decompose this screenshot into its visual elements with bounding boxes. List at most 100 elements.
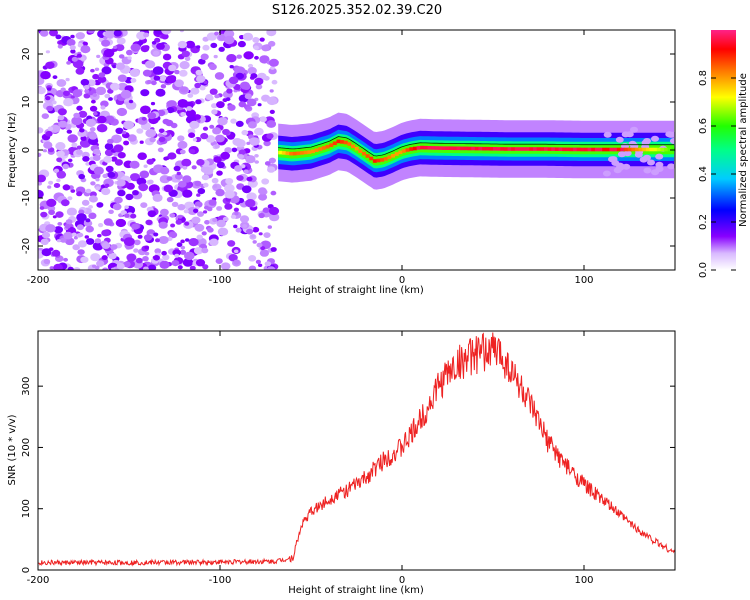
noise-blob — [67, 134, 78, 143]
noise-blob — [127, 134, 137, 142]
noise-blob — [252, 240, 257, 244]
signal-halo — [630, 126, 638, 133]
noise-blob — [72, 89, 83, 98]
noise-blob — [196, 234, 203, 240]
noise-blob — [194, 223, 205, 232]
signal-core — [354, 146, 359, 151]
noise-blob — [75, 67, 85, 75]
y-tick-label: 0 — [21, 567, 32, 573]
noise-blob — [143, 164, 148, 168]
noise-blob — [55, 90, 65, 98]
noise-blob — [161, 33, 169, 40]
noise-blob — [96, 202, 104, 208]
noise-blob — [217, 227, 229, 236]
y-tick-label: -10 — [21, 190, 32, 206]
noise-blob — [102, 267, 109, 270]
noise-blob — [224, 203, 233, 210]
noise-blob — [63, 231, 73, 240]
noise-blob — [166, 107, 175, 114]
noise-blob — [151, 40, 157, 45]
noise-blob — [177, 99, 189, 108]
noise-blob — [185, 238, 190, 242]
noise-blob — [111, 267, 115, 270]
signal-core — [533, 147, 537, 151]
noise-blob — [267, 166, 276, 173]
noise-blob — [253, 45, 259, 50]
noise-blob — [209, 238, 219, 246]
noise-blob — [224, 35, 235, 45]
noise-blob — [179, 30, 184, 33]
signal-core — [569, 147, 574, 152]
snr-frame — [37, 330, 676, 571]
signal-halo — [669, 138, 675, 144]
noise-blob — [260, 246, 266, 251]
noise-blob — [179, 69, 188, 77]
noise-blob — [177, 265, 183, 270]
noise-blob — [80, 78, 90, 86]
signal-core — [318, 147, 323, 151]
noise-blob — [245, 199, 256, 208]
noise-blob — [51, 249, 61, 257]
noise-blob — [141, 60, 146, 65]
noise-blob — [131, 223, 140, 230]
noise-blob — [45, 96, 51, 101]
noise-blob — [103, 218, 113, 226]
signal-halo — [655, 153, 664, 160]
noise-blob — [179, 61, 190, 70]
noise-blob — [101, 229, 110, 237]
x-tick-label: 0 — [399, 275, 405, 286]
noise-blob — [142, 69, 152, 77]
noise-blob — [55, 34, 62, 40]
signal-core — [609, 147, 614, 152]
noise-blob — [76, 191, 83, 197]
noise-blob — [201, 247, 209, 254]
noise-blob — [96, 260, 105, 267]
colorbar-tick-label: 0.0 — [698, 262, 709, 278]
noise-blob — [103, 48, 115, 58]
signal-core — [500, 147, 505, 151]
noise-blob — [239, 215, 250, 223]
noise-blob — [38, 191, 44, 198]
signal-halo — [643, 167, 652, 174]
noise-blob — [233, 207, 239, 212]
signal-halo — [668, 131, 675, 138]
noise-blob — [144, 251, 150, 256]
noise-blob — [123, 237, 135, 247]
noise-blob — [201, 231, 207, 236]
signal-core — [391, 154, 396, 158]
signal-core — [402, 149, 406, 153]
noise-blob — [180, 112, 186, 117]
noise-blob — [215, 258, 223, 264]
noise-blob — [155, 238, 160, 243]
noise-blob — [40, 211, 48, 218]
noise-blob — [267, 225, 272, 229]
noise-blob — [133, 239, 141, 246]
noise-blob — [110, 244, 118, 250]
noise-blob — [56, 239, 61, 243]
noise-blob — [140, 89, 150, 97]
heatmap-x-axis: -200 -100 0 100 — [27, 30, 594, 286]
noise-blob — [194, 201, 203, 208]
noise-blob — [209, 124, 215, 129]
noise-blob — [208, 199, 217, 206]
noise-blob — [269, 213, 280, 222]
noise-blob — [227, 133, 235, 140]
noise-blob — [136, 128, 144, 134]
figure-title: S126.2025.352.02.39.C20 — [272, 3, 442, 18]
noise-blob — [227, 240, 236, 247]
noise-blob — [229, 65, 234, 69]
noise-blob — [104, 115, 115, 124]
signal-core — [296, 151, 301, 156]
noise-blob — [192, 138, 197, 142]
noise-blob — [247, 121, 257, 129]
signal-core — [453, 146, 457, 151]
noise-blob — [203, 80, 208, 84]
noise-blob — [45, 61, 55, 69]
signal-core — [642, 147, 647, 152]
noise-blob — [95, 86, 107, 96]
noise-blob — [159, 260, 170, 269]
noise-blob — [63, 90, 70, 97]
snr-y-axis: 0 100 200 300 — [21, 377, 675, 573]
noise-blob — [177, 135, 185, 142]
